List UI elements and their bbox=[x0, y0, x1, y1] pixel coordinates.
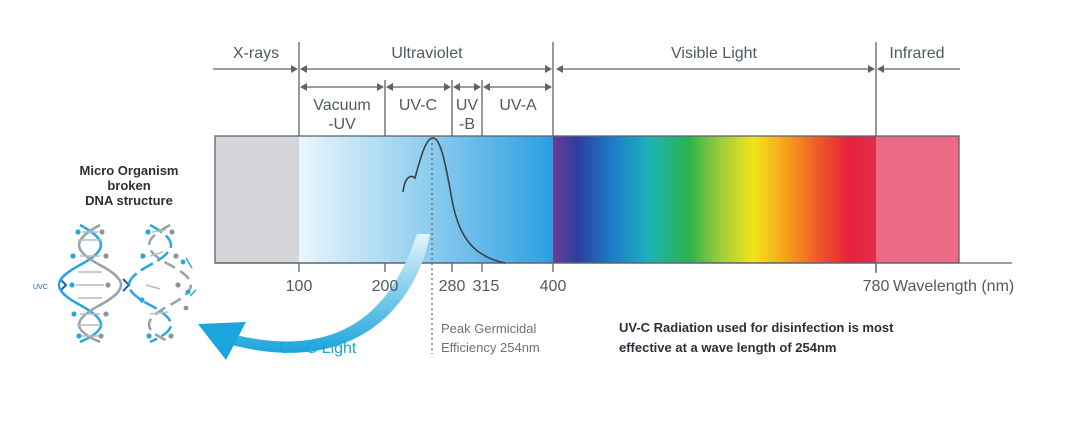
label-infrared: Infrared bbox=[889, 45, 944, 62]
germicidal-curve bbox=[402, 137, 506, 264]
tick-200: 200 bbox=[372, 278, 399, 295]
visible-region bbox=[553, 136, 876, 263]
peak-label-2: Efficiency 254nm bbox=[441, 340, 540, 355]
infrared-region bbox=[876, 136, 959, 263]
label-vacuum-1: Vacuum bbox=[313, 97, 371, 114]
spectrum-bar bbox=[214, 135, 960, 264]
uv-sub-arrows bbox=[300, 83, 552, 91]
dna-intact-icon bbox=[58, 223, 122, 344]
label-uvc: UV-C bbox=[399, 97, 437, 114]
peak-label-1: Peak Germicidal bbox=[441, 321, 536, 336]
label-uva: UV-A bbox=[499, 97, 537, 114]
label-uvb-1: UV bbox=[456, 97, 479, 114]
tick-100: 100 bbox=[286, 278, 313, 295]
label-visible: Visible Light bbox=[671, 45, 758, 62]
chevron-right-icon bbox=[122, 278, 131, 292]
tick-780: 780 bbox=[863, 278, 890, 295]
label-vacuum-2: -UV bbox=[328, 116, 356, 133]
xray-region bbox=[215, 136, 299, 263]
uvc-beam-arrow bbox=[232, 234, 430, 353]
dna-broken-icon bbox=[128, 223, 197, 344]
band-arrows bbox=[213, 65, 960, 73]
uvc-small-label: UVC bbox=[33, 284, 48, 291]
organism-label-3: DNA structure bbox=[85, 193, 173, 208]
tick-280: 280 bbox=[439, 278, 466, 295]
axis-label-wavelength: Wavelength (nm) bbox=[893, 278, 1014, 295]
label-ultraviolet: Ultraviolet bbox=[391, 45, 463, 62]
organism-label-2: broken bbox=[107, 178, 150, 193]
note-line-2: effective at a wave length of 254nm bbox=[619, 340, 836, 355]
label-uvb-2: -B bbox=[459, 116, 475, 133]
uvc-light-label: UV-C Light bbox=[279, 340, 357, 357]
label-xrays: X-rays bbox=[233, 45, 279, 62]
chevron-right-icon bbox=[59, 278, 68, 292]
note-line-1: UV-C Radiation used for disinfection is … bbox=[619, 320, 894, 335]
organism-label-1: Micro Organism bbox=[80, 163, 179, 178]
tick-315: 315 bbox=[473, 278, 500, 295]
tick-400: 400 bbox=[540, 278, 567, 295]
uvc-beam-arrowhead bbox=[198, 322, 246, 360]
